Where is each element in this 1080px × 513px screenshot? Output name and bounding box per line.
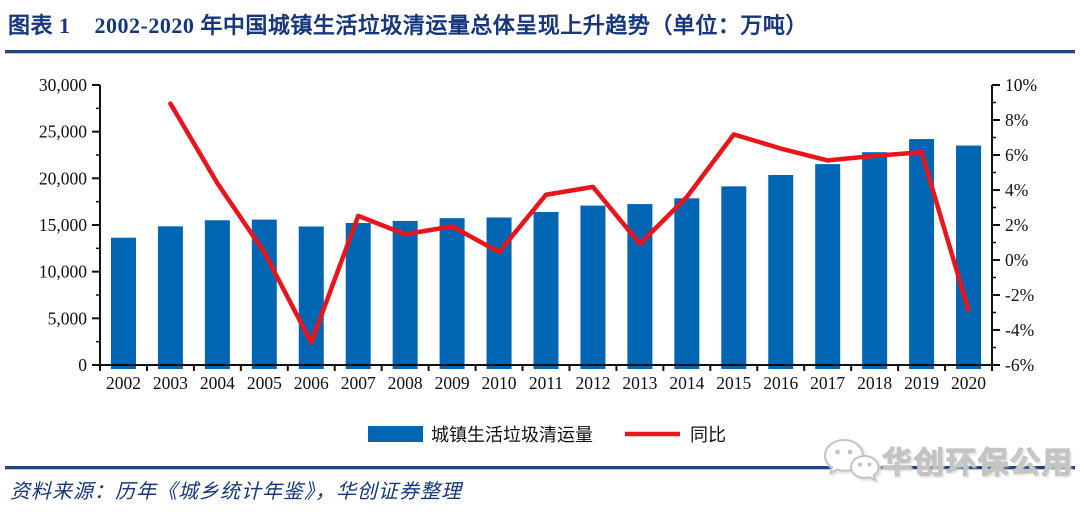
- x-tick-label-2016: 2016: [763, 373, 798, 393]
- legend-label-bar: 城镇生活垃圾清运量: [431, 425, 593, 445]
- x-tick-label-2012: 2012: [575, 373, 610, 393]
- footer-divider: [5, 466, 1075, 469]
- x-tick-label-2009: 2009: [435, 373, 470, 393]
- bar-2015: [721, 186, 747, 369]
- bar-2019: [909, 139, 935, 369]
- bar-2005: [251, 219, 277, 369]
- wechat-icon: [823, 438, 880, 482]
- y-right-tick-label: 8%: [1005, 110, 1028, 130]
- x-tick-label-2005: 2005: [247, 373, 282, 393]
- x-tick-label-2010: 2010: [482, 373, 517, 393]
- bar-2013: [627, 204, 653, 369]
- yoy-growth-line: [168, 101, 971, 345]
- waste-clearance-chart: 0 5,000 10,000 15,000 20,000 25,000 30,000 -6% -…: [39, 75, 1037, 445]
- bar-2009: [439, 218, 465, 369]
- figure-header: 图表 1 2002-2020 年中国城镇生活垃圾清运量总体呈现上升趋势（单位：万吨…: [8, 8, 1072, 40]
- y-right-tick-label: 6%: [1005, 145, 1028, 165]
- y-right-tick-label: 0%: [1005, 250, 1028, 270]
- x-tick-label-2004: 2004: [200, 373, 235, 393]
- watermark-text: 华创环保公用: [881, 446, 1074, 480]
- bar-2018: [862, 152, 888, 369]
- y-right-tick-label: 4%: [1005, 180, 1028, 200]
- y-left-tick-label: 15,000: [39, 215, 87, 235]
- bar-2003: [157, 226, 183, 369]
- x-tick-label-2007: 2007: [341, 373, 376, 393]
- bar-2004: [204, 220, 230, 369]
- y-right-tick-label: 2%: [1005, 215, 1028, 235]
- x-tick-label-2011: 2011: [529, 373, 563, 393]
- x-tick-label-2015: 2015: [716, 373, 751, 393]
- bar-2020: [956, 145, 982, 369]
- y-left-tick-label: 5,000: [48, 308, 88, 328]
- x-tick-label-2019: 2019: [904, 373, 939, 393]
- y-left-tick-label: 20,000: [39, 168, 87, 188]
- bar-2008: [392, 220, 418, 369]
- bar-2012: [580, 205, 606, 369]
- x-tick-label-2008: 2008: [388, 373, 423, 393]
- y-right-tick-label: -6%: [1005, 355, 1034, 375]
- figure-label: 图表 1: [8, 13, 71, 38]
- x-tick-label-2018: 2018: [857, 373, 892, 393]
- x-tick-label-2006: 2006: [294, 373, 329, 393]
- bar-2016: [768, 174, 794, 369]
- legend-label-line: 同比: [690, 425, 726, 445]
- legend-swatch-bar: [368, 426, 423, 442]
- bar-2014: [674, 198, 700, 369]
- x-tick-label-2003: 2003: [153, 373, 188, 393]
- y-right-tick-label: -2%: [1005, 285, 1034, 305]
- y-left-tick-label: 30,000: [39, 75, 87, 95]
- x-tick-label-2020: 2020: [951, 373, 986, 393]
- bar-2006: [298, 226, 324, 369]
- bar-2007: [345, 222, 371, 369]
- bar-2002: [110, 237, 136, 369]
- x-tick-label-2017: 2017: [810, 373, 845, 393]
- source-note: 资料来源：历年《城乡统计年鉴》，华创证券整理: [10, 481, 462, 503]
- y-left-tick-label: 25,000: [39, 122, 87, 142]
- x-tick-label-2013: 2013: [622, 373, 657, 393]
- x-tick-label-2002: 2002: [106, 373, 141, 393]
- bar-2011: [533, 211, 559, 369]
- x-tick-label-2014: 2014: [669, 373, 704, 393]
- y-right-tick-label: -4%: [1005, 320, 1034, 340]
- y-left-tick-label: 10,000: [39, 262, 87, 282]
- header-divider: [5, 50, 1075, 53]
- figure-title: 2002-2020 年中国城镇生活垃圾清运量总体呈现上升趋势（单位：万吨）: [94, 13, 808, 38]
- y-right-tick-label: 10%: [1005, 75, 1037, 95]
- y-left-tick-label: 0: [78, 355, 87, 375]
- brand-watermark: 华创环保公用: [822, 436, 1074, 484]
- bar-2017: [815, 164, 841, 369]
